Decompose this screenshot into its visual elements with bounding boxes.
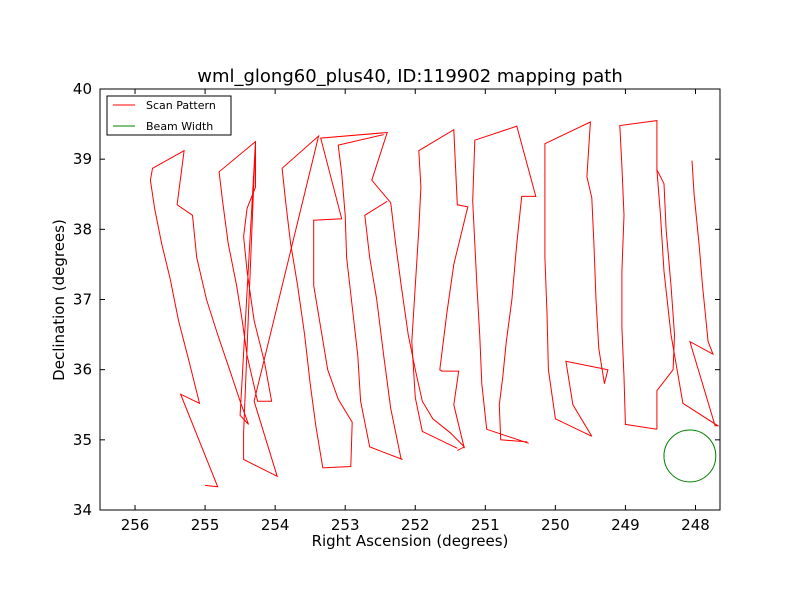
x-tick-label: 251 [471,516,500,534]
y-tick-label: 39 [73,150,92,168]
x-tick-label: 248 [681,516,710,534]
x-tick-label: 249 [611,516,640,534]
scan-path-segment-2 [364,200,402,460]
x-tick-label: 253 [331,516,360,534]
y-tick-label: 36 [73,361,92,379]
x-tick-label: 252 [401,516,430,534]
scan-path-segment-0 [149,131,466,488]
x-tick-label: 255 [191,516,220,534]
y-tick-label: 40 [73,80,92,98]
series-layer [149,120,720,488]
x-tick-label: 256 [121,516,150,534]
y-axis-label: Declination (degrees) [50,219,68,381]
y-tick-label: 34 [73,501,92,519]
x-axis: 256 255 254 253 252 251 250 249 248 [121,89,710,534]
legend-box [106,95,232,136]
scan-path-segment-3 [411,128,469,449]
x-tick-label: 254 [261,516,290,534]
y-axis: 34 35 36 37 38 39 40 [73,80,720,519]
legend-label-beam: Beam Width [146,120,213,133]
legend: Scan Pattern Beam Width [106,95,232,136]
legend-label-scan: Scan Pattern [146,99,216,112]
scan-path-segment-4 [472,125,537,444]
x-tick-label: 250 [541,516,570,534]
scan-path-segment-7 [656,160,720,427]
scan-path-segment-5 [544,121,609,437]
y-tick-label: 38 [73,220,92,238]
scan-path-segment-1 [337,134,403,460]
x-axis-label: Right Ascension (degrees) [312,532,509,550]
chart-title: wml_glong60_plus40, ID:119902 mapping pa… [197,66,623,87]
scan-path-segment-6 [619,120,676,430]
y-tick-label: 37 [73,291,92,309]
y-tick-label: 35 [73,431,92,449]
beam-width-circle [663,429,717,483]
